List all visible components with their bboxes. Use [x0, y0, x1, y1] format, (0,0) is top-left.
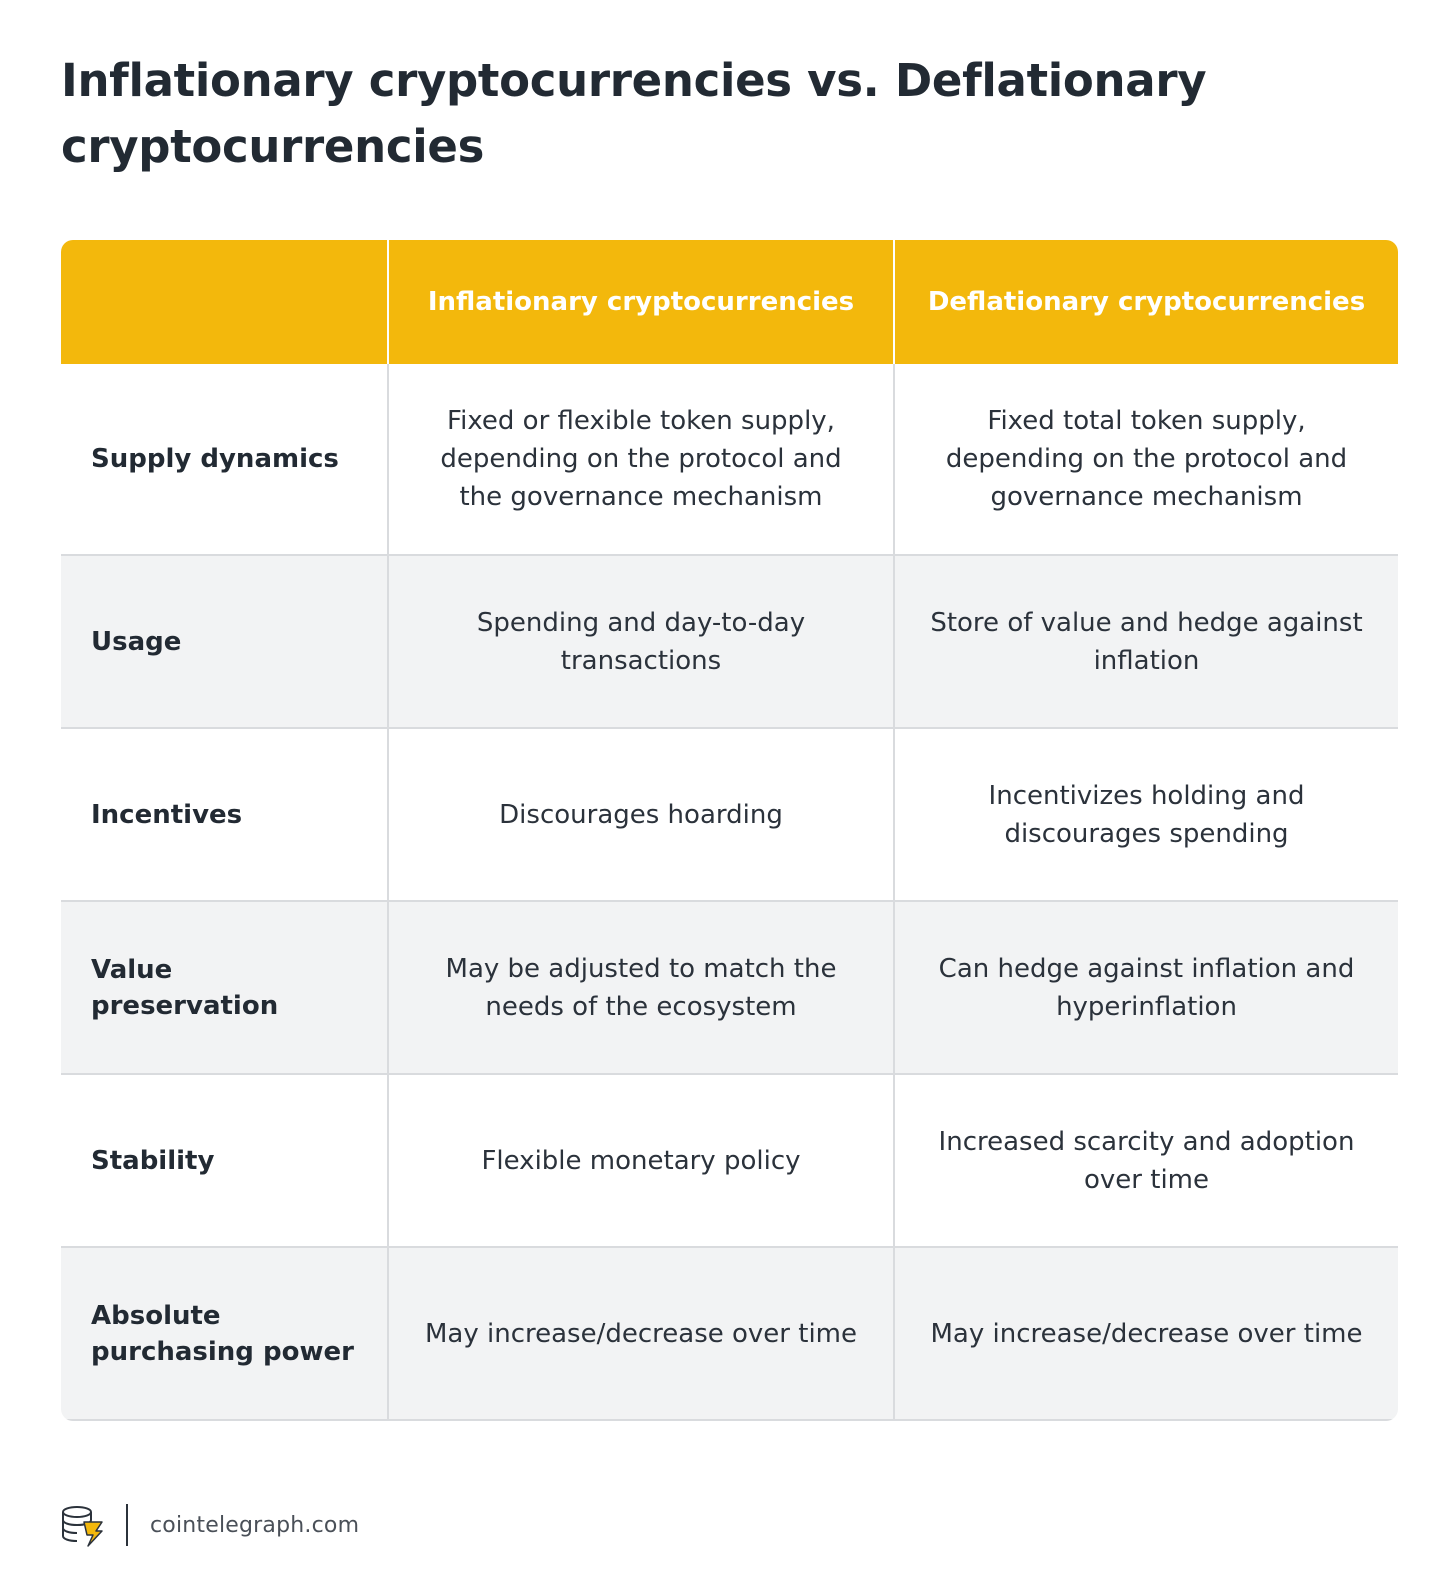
- footer-site-link[interactable]: cointelegraph.com: [150, 1512, 360, 1538]
- row-label: Usage: [91, 626, 182, 657]
- inflationary-cell: May increase/decrease over time: [387, 1248, 893, 1419]
- table-row: Stability Flexible monetary policy Incre…: [61, 1075, 1398, 1248]
- table-row: Supply dynamics Fixed or flexible token …: [61, 364, 1398, 556]
- row-label: Value preservation: [91, 954, 279, 1021]
- inflationary-cell: May be adjusted to match the needs of th…: [387, 902, 893, 1073]
- deflationary-cell: Store of value and hedge against inflati…: [893, 556, 1398, 727]
- deflationary-cell: Increased scarcity and adoption over tim…: [893, 1075, 1398, 1246]
- deflationary-cell: Fixed total token supply, depending on t…: [893, 364, 1398, 554]
- inflationary-cell: Flexible monetary policy: [387, 1075, 893, 1246]
- header-cell-empty: [61, 240, 387, 364]
- table-row: Usage Spending and day-to-day transactio…: [61, 556, 1398, 729]
- deflationary-cell: Incentivizes holding and discourages spe…: [893, 729, 1398, 900]
- comparison-table: Inflationary cryptocurrencies Deflationa…: [61, 240, 1398, 1421]
- row-label: Stability: [91, 1145, 215, 1176]
- table-header-row: Inflationary cryptocurrencies Deflationa…: [61, 240, 1398, 364]
- inflationary-cell: Spending and day-to-day transactions: [387, 556, 893, 727]
- inflationary-cell: Discourages hoarding: [387, 729, 893, 900]
- deflationary-cell: May increase/decrease over time: [893, 1248, 1398, 1419]
- footer-divider: [126, 1504, 128, 1546]
- cointelegraph-logo-icon: [60, 1502, 106, 1548]
- deflationary-cell: Can hedge against inflation and hyperinf…: [893, 902, 1398, 1073]
- footer: cointelegraph.com: [60, 1500, 359, 1550]
- row-label: Supply dynamics: [91, 444, 339, 474]
- header-cell-deflationary: Deflationary cryptocurrencies: [893, 240, 1398, 364]
- row-label: Incentives: [91, 799, 243, 830]
- header-cell-inflationary: Inflationary cryptocurrencies: [387, 240, 893, 364]
- table-row: Absolute purchasing power May increase/d…: [61, 1248, 1398, 1421]
- table-row: Incentives Discourages hoarding Incentiv…: [61, 729, 1398, 902]
- page-title: Inflationary cryptocurrencies vs. Deflat…: [61, 54, 1207, 173]
- row-label: Absolute purchasing power: [91, 1300, 354, 1367]
- inflationary-cell: Fixed or flexible token supply, dependin…: [387, 364, 893, 554]
- table-row: Value preservation May be adjusted to ma…: [61, 902, 1398, 1075]
